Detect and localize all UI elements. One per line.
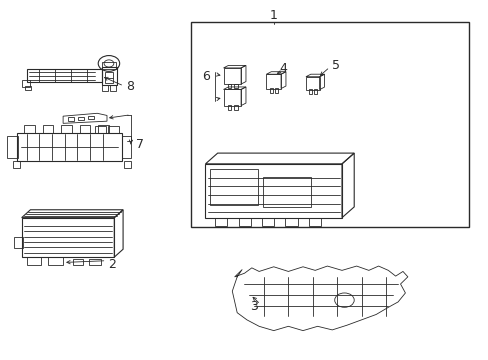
Bar <box>21 80 30 87</box>
Bar <box>104 72 113 83</box>
Text: 4: 4 <box>279 62 287 75</box>
Bar <box>26 257 41 265</box>
Bar <box>24 125 35 133</box>
Bar <box>95 126 105 133</box>
Bar <box>215 218 227 226</box>
Bar <box>110 85 116 91</box>
Bar <box>262 177 310 207</box>
Bar <box>275 88 278 93</box>
Bar <box>266 74 281 89</box>
Bar <box>13 161 20 168</box>
Text: 1: 1 <box>269 9 277 22</box>
Bar <box>309 89 311 94</box>
Text: 2: 2 <box>108 258 116 271</box>
Text: 5: 5 <box>331 59 340 72</box>
Text: 3: 3 <box>250 300 258 313</box>
Bar <box>305 77 319 90</box>
Text: 7: 7 <box>136 138 143 151</box>
Text: 8: 8 <box>126 80 134 93</box>
Bar <box>26 69 102 82</box>
Bar <box>238 218 250 226</box>
Bar <box>227 84 231 88</box>
Bar <box>89 258 101 265</box>
Bar <box>68 117 74 121</box>
Bar <box>205 164 341 218</box>
Bar <box>88 116 94 120</box>
Bar <box>98 125 109 133</box>
Bar <box>123 161 131 168</box>
Bar <box>73 258 82 265</box>
Bar <box>285 218 297 226</box>
Text: 6: 6 <box>202 69 210 82</box>
Bar <box>313 89 316 94</box>
Bar <box>14 237 22 248</box>
Bar <box>227 105 231 110</box>
Bar <box>61 125 72 133</box>
Bar <box>102 85 108 91</box>
Bar <box>21 218 114 257</box>
Bar <box>17 133 122 161</box>
Bar <box>308 218 321 226</box>
Bar <box>234 84 237 88</box>
Bar <box>80 125 90 133</box>
Bar <box>122 136 131 158</box>
Bar <box>262 218 274 226</box>
Bar <box>223 89 241 105</box>
Bar <box>234 105 237 110</box>
Bar <box>7 136 18 158</box>
Bar <box>25 86 31 90</box>
Bar <box>210 169 258 205</box>
Bar <box>42 125 53 133</box>
Bar <box>223 68 241 84</box>
Bar <box>78 117 83 120</box>
Bar <box>108 126 119 133</box>
Bar <box>48 257 63 265</box>
Bar <box>102 67 117 85</box>
Bar <box>269 88 272 93</box>
Bar <box>190 22 468 226</box>
Bar <box>102 62 116 69</box>
